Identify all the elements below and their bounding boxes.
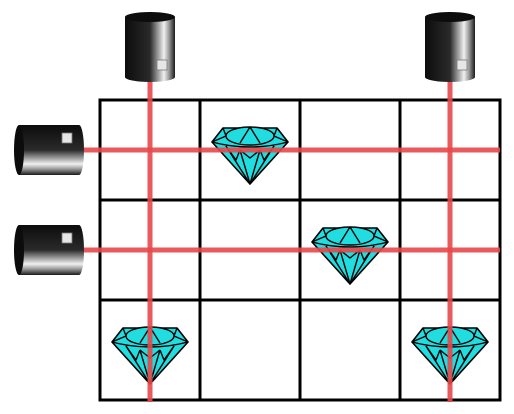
gem-layer xyxy=(111,126,489,385)
laser-emitter-icon xyxy=(14,225,84,275)
laser-emitter-icon xyxy=(425,12,475,82)
laser-layer xyxy=(84,78,500,402)
diamond-gem-icon xyxy=(311,226,389,285)
laser-emitter-icon xyxy=(14,125,84,175)
emitter-layer xyxy=(14,12,475,275)
diamond-gem-icon xyxy=(211,126,289,185)
laser-emitter-icon xyxy=(125,12,175,82)
